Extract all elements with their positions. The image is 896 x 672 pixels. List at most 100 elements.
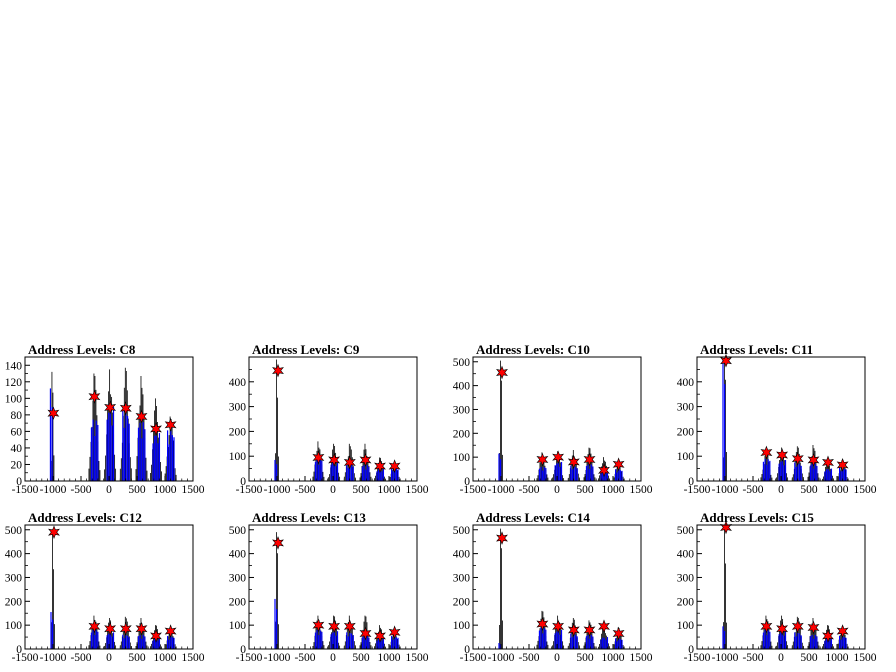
peak-group xyxy=(836,624,849,649)
y-tick-label: 300 xyxy=(229,572,247,584)
x-tick-label: -500 xyxy=(518,484,539,496)
peak-group xyxy=(612,457,625,481)
level-marker xyxy=(720,520,732,535)
peak-group xyxy=(374,457,386,481)
x-tick-label: 1500 xyxy=(630,652,653,664)
y-tick-label: 100 xyxy=(229,451,247,463)
y-tick-label: 300 xyxy=(453,404,471,416)
peak-group xyxy=(272,532,284,649)
panel-title: Address Levels: C14 xyxy=(476,510,590,525)
peak-group xyxy=(164,416,177,481)
x-tick-label: -1000 xyxy=(40,484,67,496)
y-tick-label: 200 xyxy=(453,428,471,440)
peak-group xyxy=(343,443,356,481)
level-marker xyxy=(776,621,789,636)
level-marker xyxy=(388,625,401,640)
y-tick-label: 400 xyxy=(229,549,247,561)
level-marker xyxy=(791,451,804,466)
peak-group xyxy=(536,452,549,481)
peak-group xyxy=(552,450,565,481)
y-tick-label: 300 xyxy=(677,402,695,414)
peak-group xyxy=(328,615,341,649)
x-tick-label: -500 xyxy=(294,484,315,496)
x-tick-label: 1500 xyxy=(182,484,205,496)
y-tick-label: 200 xyxy=(677,596,695,608)
x-tick-label: 1000 xyxy=(826,652,849,664)
panel-title: Address Levels: C12 xyxy=(28,510,142,525)
peak-group xyxy=(536,610,549,649)
level-marker xyxy=(822,629,834,643)
peak-group xyxy=(374,625,386,649)
peak-group xyxy=(119,367,132,481)
level-marker xyxy=(598,619,610,634)
x-tick-label: 500 xyxy=(128,652,146,664)
y-tick-label: 500 xyxy=(453,525,471,537)
y-tick-label: 40 xyxy=(11,443,23,455)
x-tick-label: 1500 xyxy=(406,484,429,496)
y-tick-label: 500 xyxy=(453,357,471,369)
level-marker xyxy=(328,453,341,467)
y-tick-label: 0 xyxy=(464,644,470,656)
y-tick-label: 300 xyxy=(5,572,23,584)
y-tick-label: 100 xyxy=(453,620,471,632)
y-tick-label: 500 xyxy=(5,525,23,537)
x-tick-label: -1000 xyxy=(712,652,739,664)
x-tick-label: -500 xyxy=(70,652,91,664)
peak-group xyxy=(312,615,325,649)
level-marker xyxy=(104,400,117,415)
panel-4: Address Levels: C11 0 100 200 300 400 -1500 -10… xyxy=(677,342,877,496)
x-tick-label: -1000 xyxy=(488,484,515,496)
x-tick-label: -1000 xyxy=(488,652,515,664)
panel-title: Address Levels: C10 xyxy=(476,342,590,357)
x-tick-label: -500 xyxy=(518,652,539,664)
panel-2: Address Levels: C9 0 100 200 300 400 -1500 -100… xyxy=(229,342,429,496)
panel-title: Address Levels: C15 xyxy=(700,510,814,525)
peak-group xyxy=(388,625,401,649)
level-marker xyxy=(104,621,117,636)
x-tick-label: 0 xyxy=(330,484,336,496)
y-tick-label: 0 xyxy=(688,644,694,656)
panel-8: Address Levels: C15 0 100 200 300 400 500 -1500… xyxy=(677,510,877,664)
x-tick-label: -500 xyxy=(70,484,91,496)
panel-5: Address Levels: C12 0 100 200 300 400 500 -1500… xyxy=(5,510,205,664)
peak-group xyxy=(583,447,596,481)
x-tick-label: 1500 xyxy=(854,652,877,664)
y-tick-label: 100 xyxy=(229,620,247,632)
x-tick-label: 1000 xyxy=(378,484,401,496)
peak-group xyxy=(328,443,341,481)
level-marker xyxy=(760,619,773,634)
level-marker xyxy=(359,453,372,467)
level-marker xyxy=(328,619,341,634)
x-tick-label: 1500 xyxy=(406,652,429,664)
level-marker xyxy=(88,619,101,634)
level-marker xyxy=(312,618,325,633)
level-marker xyxy=(836,624,849,638)
y-tick-label: 100 xyxy=(677,451,695,463)
level-marker xyxy=(822,455,834,470)
x-tick-label: -500 xyxy=(742,652,763,664)
y-tick-label: 200 xyxy=(229,426,247,438)
y-tick-label: 500 xyxy=(229,525,247,537)
peak-group xyxy=(343,615,356,649)
x-tick-label: 1000 xyxy=(602,652,625,664)
y-tick-label: 200 xyxy=(5,596,23,608)
x-tick-label: 1000 xyxy=(154,484,177,496)
peak-group xyxy=(598,619,610,649)
level-marker xyxy=(807,620,820,635)
y-tick-label: 500 xyxy=(677,525,695,537)
level-marker xyxy=(776,448,789,462)
level-marker xyxy=(536,617,549,631)
x-tick-label: 1500 xyxy=(630,484,653,496)
y-tick-label: 100 xyxy=(5,620,23,632)
level-marker xyxy=(48,525,60,540)
x-tick-label: 0 xyxy=(554,484,560,496)
peak-group xyxy=(88,373,101,481)
peak-group xyxy=(359,443,372,481)
level-marker xyxy=(343,455,356,470)
peak-group xyxy=(150,398,162,481)
y-tick-label: 400 xyxy=(453,381,471,393)
x-tick-label: -1000 xyxy=(712,484,739,496)
peak-group xyxy=(760,615,773,649)
x-tick-label: 500 xyxy=(352,652,370,664)
level-marker xyxy=(119,401,132,416)
